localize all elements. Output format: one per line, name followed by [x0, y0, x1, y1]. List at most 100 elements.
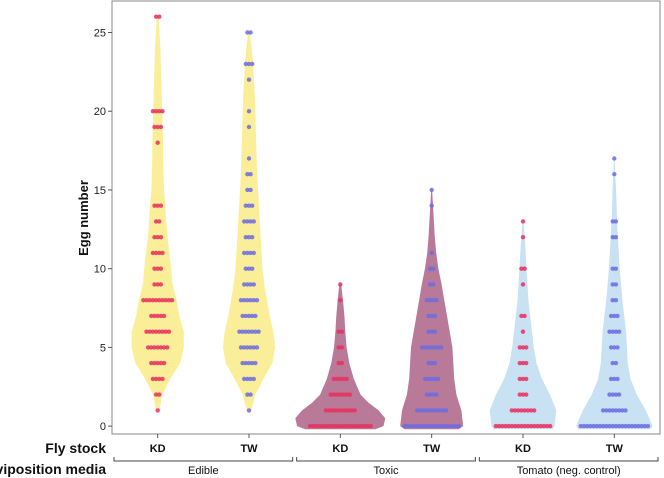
data-point: [616, 329, 622, 334]
data-point: [248, 187, 253, 193]
data-point: [613, 360, 619, 366]
data-point: [432, 376, 438, 382]
data-point: [607, 392, 612, 397]
data-point: [610, 423, 615, 429]
data-point: [368, 423, 373, 429]
data-point: [333, 423, 338, 429]
data-point: [338, 282, 343, 287]
data-point: [153, 219, 159, 224]
data-point: [429, 203, 434, 208]
data-point: [336, 408, 341, 413]
data-point: [607, 408, 612, 413]
data-point: [150, 329, 156, 334]
data-point: [331, 392, 337, 397]
data-point: [509, 408, 514, 413]
data-point: [610, 329, 615, 334]
data-point: [246, 313, 252, 319]
data-point: [246, 124, 252, 130]
data-point: [612, 313, 617, 319]
data-point: [432, 345, 438, 350]
data-point: [597, 423, 603, 429]
data-point: [248, 392, 253, 397]
data-point: [250, 360, 255, 366]
data-point: [240, 313, 245, 319]
violin-toxic-tw: [400, 189, 464, 430]
data-point: [613, 266, 619, 271]
data-point: [636, 423, 641, 429]
data-point: [153, 329, 159, 334]
data-point: [248, 376, 253, 382]
data-point: [237, 329, 242, 334]
data-point: [612, 156, 617, 161]
data-point: [421, 423, 426, 429]
data-point: [254, 345, 260, 350]
data-point: [145, 345, 151, 350]
data-point: [250, 235, 255, 240]
data-point: [525, 423, 530, 429]
data-point: [240, 329, 245, 334]
violin-tomato-kd: [489, 221, 557, 430]
data-point: [243, 329, 248, 334]
data-point: [341, 376, 346, 382]
data-point: [522, 313, 527, 319]
data-point: [147, 298, 152, 303]
data-point: [607, 329, 612, 334]
data-point: [158, 282, 164, 287]
data-point: [155, 408, 160, 413]
data-point: [434, 392, 439, 397]
data-point: [365, 423, 370, 429]
data-point: [248, 250, 253, 256]
data-point: [520, 329, 526, 334]
data-point: [157, 329, 162, 334]
group-bracket: [478, 457, 659, 462]
data-point: [251, 250, 256, 256]
data-point: [440, 423, 446, 429]
data-point: [155, 203, 160, 208]
data-point: [160, 250, 165, 256]
data-point: [338, 392, 343, 397]
data-point: [346, 408, 351, 413]
data-point: [158, 203, 164, 208]
data-point: [431, 298, 436, 303]
data-point: [431, 423, 436, 429]
data-point: [155, 235, 160, 240]
data-point: [147, 329, 152, 334]
data-point: [158, 313, 164, 319]
data-point: [520, 392, 526, 397]
data-point: [245, 392, 250, 397]
data-point: [427, 266, 433, 271]
data-point: [405, 423, 410, 429]
data-point: [548, 423, 553, 429]
fly-stock-label: TW: [606, 443, 624, 455]
data-point: [612, 172, 617, 177]
data-point: [506, 423, 511, 429]
data-point: [520, 360, 526, 366]
data-point: [158, 266, 164, 271]
data-point: [524, 360, 529, 366]
data-point: [323, 408, 329, 413]
data-point: [427, 298, 433, 303]
data-point: [520, 219, 526, 224]
data-point: [519, 313, 524, 319]
data-point: [450, 423, 455, 429]
data-point: [245, 219, 250, 224]
data-point: [161, 360, 167, 366]
data-point: [242, 250, 247, 256]
data-point: [155, 345, 160, 350]
data-point: [608, 376, 614, 382]
data-point: [616, 408, 622, 413]
data-point: [426, 345, 431, 350]
data-point: [254, 298, 260, 303]
data-point: [608, 313, 614, 319]
data-point: [342, 408, 348, 413]
data-point: [344, 376, 349, 382]
data-point: [150, 298, 156, 303]
data-point: [612, 345, 617, 350]
data-point: [431, 392, 436, 397]
data-point: [242, 219, 247, 224]
data-point: [256, 329, 261, 334]
data-point: [358, 423, 364, 429]
data-point: [152, 360, 157, 366]
data-point: [517, 345, 522, 350]
